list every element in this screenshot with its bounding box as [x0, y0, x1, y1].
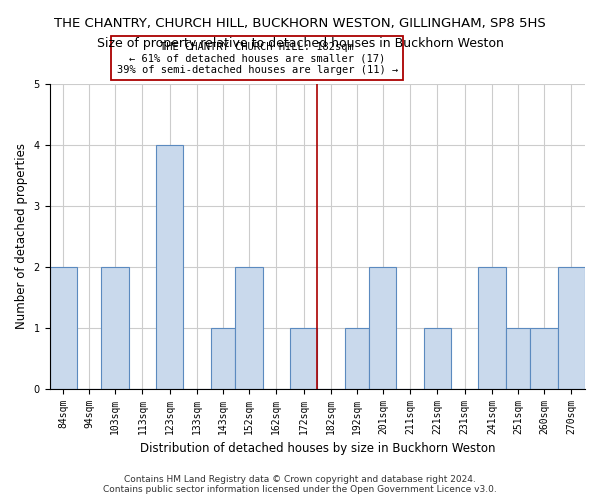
Bar: [156, 145, 184, 388]
Text: Contains HM Land Registry data © Crown copyright and database right 2024.
Contai: Contains HM Land Registry data © Crown c…: [103, 474, 497, 494]
Bar: [557, 267, 585, 388]
Bar: [290, 328, 317, 388]
Bar: [506, 328, 530, 388]
Bar: [478, 267, 506, 388]
Bar: [424, 328, 451, 388]
X-axis label: Distribution of detached houses by size in Buckhorn Weston: Distribution of detached houses by size …: [140, 442, 495, 455]
Text: THE CHANTRY, CHURCH HILL, BUCKHORN WESTON, GILLINGHAM, SP8 5HS: THE CHANTRY, CHURCH HILL, BUCKHORN WESTO…: [54, 18, 546, 30]
Text: THE CHANTRY CHURCH HILL: 182sqm
← 61% of detached houses are smaller (17)
39% of: THE CHANTRY CHURCH HILL: 182sqm ← 61% of…: [116, 42, 398, 75]
Bar: [101, 267, 129, 388]
Y-axis label: Number of detached properties: Number of detached properties: [15, 144, 28, 330]
Bar: [235, 267, 263, 388]
Text: Size of property relative to detached houses in Buckhorn Weston: Size of property relative to detached ho…: [97, 38, 503, 51]
Bar: [530, 328, 557, 388]
Bar: [50, 267, 77, 388]
Bar: [369, 267, 397, 388]
Bar: [344, 328, 369, 388]
Bar: [211, 328, 235, 388]
